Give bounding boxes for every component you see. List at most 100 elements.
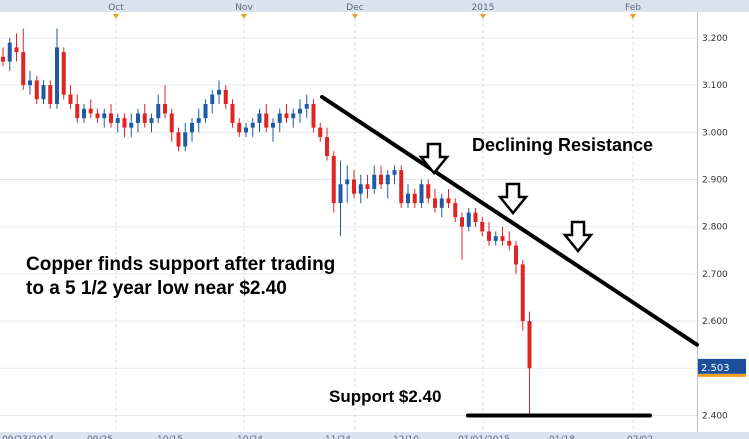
top-axis: Oct Nov Dec 2015 Feb [108, 3, 641, 19]
month-marker-icon [241, 14, 247, 19]
date-label: 02/02 [627, 435, 653, 439]
candle-body [473, 212, 478, 222]
y-tick-label: 3.200 [702, 34, 728, 44]
candle-body [264, 113, 269, 128]
down-arrow-icon [418, 142, 450, 175]
candle-body [21, 52, 26, 86]
candle-body [109, 113, 113, 123]
date-label: 01/18 [549, 435, 575, 439]
candle-body [156, 104, 161, 119]
candle-body [412, 193, 417, 204]
candle-body [338, 184, 343, 204]
candle-body [28, 80, 32, 86]
candle-body [176, 132, 181, 147]
declining-resistance-line [320, 94, 699, 347]
arrows [418, 142, 594, 253]
last-price-badge [698, 358, 746, 374]
candle-body [237, 122, 242, 133]
candle-body [426, 184, 431, 199]
month-marker-icon [480, 14, 486, 19]
top-axis-band [0, 0, 749, 12]
candle-body [163, 104, 167, 114]
candle-body [122, 118, 127, 128]
candle-body [514, 245, 518, 265]
month-label: 2015 [472, 3, 495, 13]
candle-body [520, 264, 525, 322]
candle-body [460, 217, 464, 227]
y-tick-label: 2.900 [702, 176, 728, 186]
candle-body [352, 179, 356, 194]
candle-body [48, 85, 53, 105]
y-tick-label: 3.100 [702, 81, 728, 91]
candle-body [433, 198, 437, 208]
candle-body [41, 85, 46, 100]
candle-body [325, 137, 329, 156]
month-label: Feb [625, 3, 641, 13]
candle-body [169, 113, 174, 133]
date-label: 10/15 [157, 435, 183, 439]
candle-body [95, 113, 100, 119]
candle-body [223, 89, 228, 105]
candle-body [14, 47, 19, 53]
candle-body [527, 321, 532, 369]
candle-body [250, 122, 255, 128]
candle-body [311, 104, 316, 128]
candle-body [284, 113, 289, 119]
candle-body [399, 170, 404, 204]
candle-body [277, 113, 282, 123]
candles [1, 28, 532, 416]
candle-body [419, 184, 424, 204]
candle-body [183, 132, 188, 147]
candle-body [271, 122, 275, 128]
candle-body [257, 113, 262, 123]
candle-body [68, 94, 73, 105]
candle-body [446, 198, 451, 204]
candle-body [210, 94, 215, 105]
down-arrow-icon [562, 220, 594, 253]
bottom-axis: 09/23/2014 09/25 10/15 10/24 11/24 12/10 01/01… [2, 435, 653, 439]
candle-body [136, 113, 140, 123]
candle-body [507, 240, 512, 246]
bottom-axis-band [0, 432, 749, 439]
candle-body [217, 89, 221, 95]
date-label: 10/24 [237, 435, 263, 439]
support-note-line2: to a 5 1/2 year low near $2.40 [26, 278, 287, 299]
candle-body [230, 104, 235, 123]
date-label: 11/24 [325, 435, 351, 439]
month-marker-icon [352, 14, 358, 19]
y-tick-label: 2.600 [702, 317, 728, 327]
candle-body [466, 212, 471, 227]
resistance-label: Declining Resistance [472, 135, 653, 155]
candle-body [392, 170, 397, 175]
candle-body [88, 108, 93, 114]
candle-body [291, 113, 296, 119]
month-label: Dec [346, 3, 363, 13]
date-label: 09/25 [87, 435, 113, 439]
month-marker-icon [630, 14, 636, 19]
candle-body [61, 52, 66, 95]
candle-body [365, 184, 370, 189]
month-label: Oct [108, 3, 124, 13]
y-tick-label: 3.000 [702, 128, 728, 138]
last-price-underline [698, 373, 746, 377]
last-price-value: 2.503 [701, 363, 730, 374]
candle-body [102, 113, 107, 119]
candle-body [1, 56, 5, 62]
date-label: 01/01/2015 [458, 435, 510, 439]
candle-body [75, 104, 80, 119]
candle-body [379, 174, 383, 185]
candle-body [372, 174, 377, 189]
candle-body [298, 108, 302, 114]
support-label: Support $2.40 [329, 387, 441, 406]
candle-body [203, 104, 208, 119]
candle-body [331, 155, 336, 204]
candle-body [34, 80, 39, 100]
y-tick-label: 2.800 [702, 223, 728, 233]
candle-body [190, 122, 194, 133]
support-note-line1: Copper finds support after trading [26, 254, 335, 275]
candle-body [358, 184, 363, 194]
grid [0, 12, 697, 432]
month-label: Nov [235, 3, 253, 13]
